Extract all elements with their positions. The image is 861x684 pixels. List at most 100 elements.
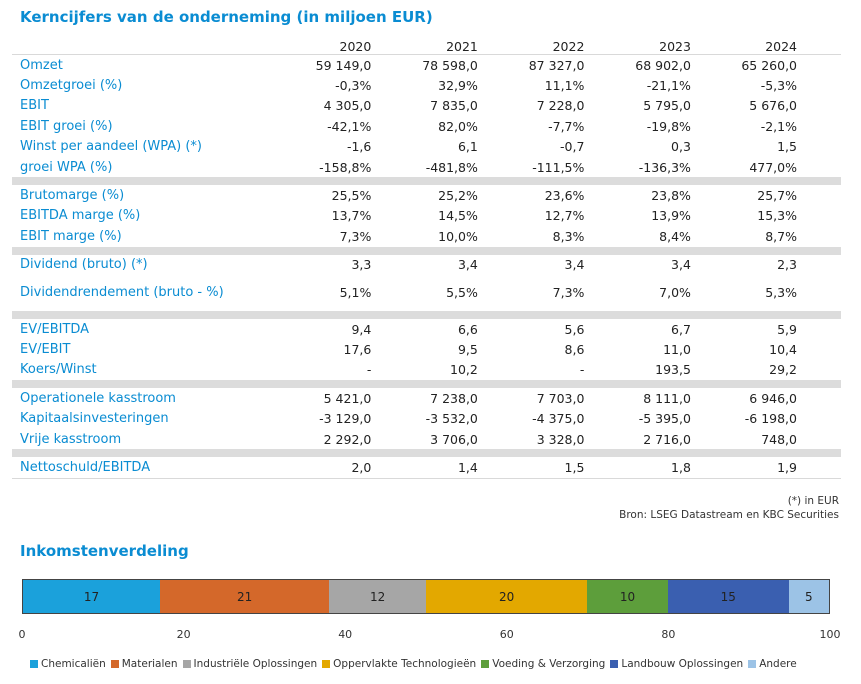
value-cell: -21,1% [646, 78, 691, 94]
value-cell: -7,7% [548, 118, 585, 134]
table-row: EV/EBITDA 9,4 6,6 5,6 6,7 5,9 [12, 319, 841, 339]
source-footnote: Bron: LSEG Datastream en KBC Securities [619, 509, 839, 521]
row-label: Kapitaalsinvesteringen [20, 411, 169, 427]
income-chart-title: Inkomstenverdeling [20, 542, 189, 560]
table-row: Vrije kasstroom 2 292,0 3 706,0 3 328,0 2 71… [12, 429, 841, 449]
value-cell: 13,7% [331, 208, 372, 224]
value-cell: -0,7 [560, 139, 585, 155]
row-label: Dividendrendement (bruto - %) [20, 284, 224, 300]
legend-entry: Landbouw Oplossingen [610, 658, 743, 670]
value-cell: 59 149,0 [315, 57, 372, 73]
legend-label: Andere [759, 658, 797, 670]
unit-footnote: (*) in EUR [787, 495, 839, 507]
table-row: EBITDA marge (%) 13,7% 14,5% 12,7% 13,9% 15,3… [12, 206, 841, 226]
table-row: EBIT groei (%) -42,1% 82,0% -7,7% -19,8% -2,1… [12, 116, 841, 136]
x-tick-label: 60 [499, 628, 514, 641]
table-end-line [12, 477, 841, 479]
legend-entry: Oppervlakte Technologieën [322, 658, 476, 670]
row-label: Operationele kasstroom [20, 390, 176, 406]
value-cell: 7 703,0 [536, 390, 585, 406]
value-cell: -2,1% [760, 118, 797, 134]
year-header: 2024 [690, 34, 841, 55]
value-cell: -481,8% [425, 159, 478, 175]
value-cell: 477,0% [749, 159, 797, 175]
table-row: Omzet 59 149,0 78 598,0 87 327,0 68 902,0 65 … [12, 55, 841, 76]
legend-label: Landbouw Oplossingen [621, 658, 744, 670]
value-cell: 68 902,0 [635, 57, 691, 73]
legend-label: Materialen [121, 658, 178, 670]
value-cell: 14,5% [438, 208, 478, 224]
value-cell: 3,3 [351, 257, 372, 273]
value-cell: -0,3% [335, 78, 372, 94]
row-label: Dividend (bruto) (*) [20, 257, 148, 273]
value-cell: 2,3 [777, 257, 797, 273]
value-cell: 8,3% [552, 228, 585, 244]
value-cell: 17,6 [343, 341, 372, 357]
legend-entry: Materialen [110, 658, 178, 670]
legend-entry: Voeding & Verzorging [481, 658, 605, 670]
value-cell: -5,3% [760, 78, 797, 94]
x-tick-label: 0 [18, 628, 26, 641]
value-cell: -4 375,0 [532, 411, 585, 427]
value-cell: -158,8% [319, 159, 372, 175]
legend-entry: Chemicaliën [30, 658, 106, 670]
table-row: Kapitaalsinvesteringen -3 129,0 -3 532,0 -4… [12, 408, 841, 428]
value-cell: -3 532,0 [425, 411, 478, 427]
row-label: EBIT groei (%) [20, 118, 113, 134]
x-tick-label: 20 [176, 628, 191, 641]
group-separator [12, 310, 841, 319]
bar-segment: 21 [160, 580, 330, 613]
value-cell: 3,4 [457, 257, 478, 273]
group-separator [12, 246, 841, 255]
value-cell: 13,9% [651, 208, 691, 224]
table-row: EBIT 4 305,0 7 835,0 7 228,0 5 795,0 5 676,0 [12, 96, 841, 116]
table-row: EV/EBIT 17,6 9,5 8,6 11,0 10,4 [12, 339, 841, 359]
legend-swatch [30, 660, 38, 668]
row-label: EV/EBIT [20, 341, 71, 357]
chart-legend: Chemicaliën Materialen Industriële Oplossi… [30, 658, 802, 670]
x-tick-label: 40 [338, 628, 353, 641]
value-cell: 32,9% [438, 78, 478, 94]
value-cell: -42,1% [327, 118, 372, 134]
value-cell: 82,0% [438, 118, 478, 134]
value-cell: 8 111,0 [643, 390, 691, 406]
value-cell: - [366, 362, 372, 378]
value-cell: 193,5 [655, 362, 691, 378]
value-cell: 7 835,0 [430, 98, 478, 114]
value-cell: 4 305,0 [323, 98, 372, 114]
value-cell: - [579, 362, 585, 378]
value-cell: 15,3% [757, 208, 797, 224]
value-cell: 5,3% [765, 284, 797, 300]
row-label: Omzetgroei (%) [20, 78, 123, 94]
value-cell: 5,6 [564, 321, 585, 337]
value-cell: 11,1% [544, 78, 585, 94]
value-cell: 25,7% [757, 188, 797, 204]
bar-segment: 17 [23, 580, 161, 613]
value-cell: 3 706,0 [430, 431, 478, 447]
value-cell: -136,3% [638, 159, 691, 175]
value-cell: 5,9 [777, 321, 797, 337]
legend-swatch [610, 660, 619, 668]
row-label: Winst per aandeel (WPA) (*) [20, 139, 202, 155]
table-title: Kerncijfers van de onderneming (in miljo… [20, 8, 433, 26]
legend-entry: Industriële Oplossingen [182, 658, 317, 670]
bar-segment: 5 [788, 580, 829, 613]
row-label: EBIT [20, 98, 49, 114]
value-cell: 10,4 [769, 341, 797, 357]
row-label: EBIT marge (%) [20, 228, 122, 244]
value-cell: 29,2 [769, 362, 797, 378]
value-cell: 10,2 [450, 362, 478, 378]
group-separator [12, 449, 841, 458]
value-cell: 7,0% [659, 284, 691, 300]
value-cell: -3 129,0 [319, 411, 372, 427]
legend-swatch [322, 660, 331, 668]
value-cell: 1,9 [777, 459, 797, 475]
table-row: Nettoschuld/EBITDA 2,0 1,4 1,5 1,8 1,9 [12, 457, 841, 477]
value-cell: 23,8% [651, 188, 691, 204]
year-header: 2020 [264, 34, 372, 55]
value-cell: -1,6 [346, 139, 372, 155]
value-cell: 8,7% [765, 228, 797, 244]
legend-label: Chemicaliën [41, 658, 106, 670]
value-cell: 78 598,0 [422, 57, 478, 73]
row-label: Koers/Winst [20, 362, 97, 378]
